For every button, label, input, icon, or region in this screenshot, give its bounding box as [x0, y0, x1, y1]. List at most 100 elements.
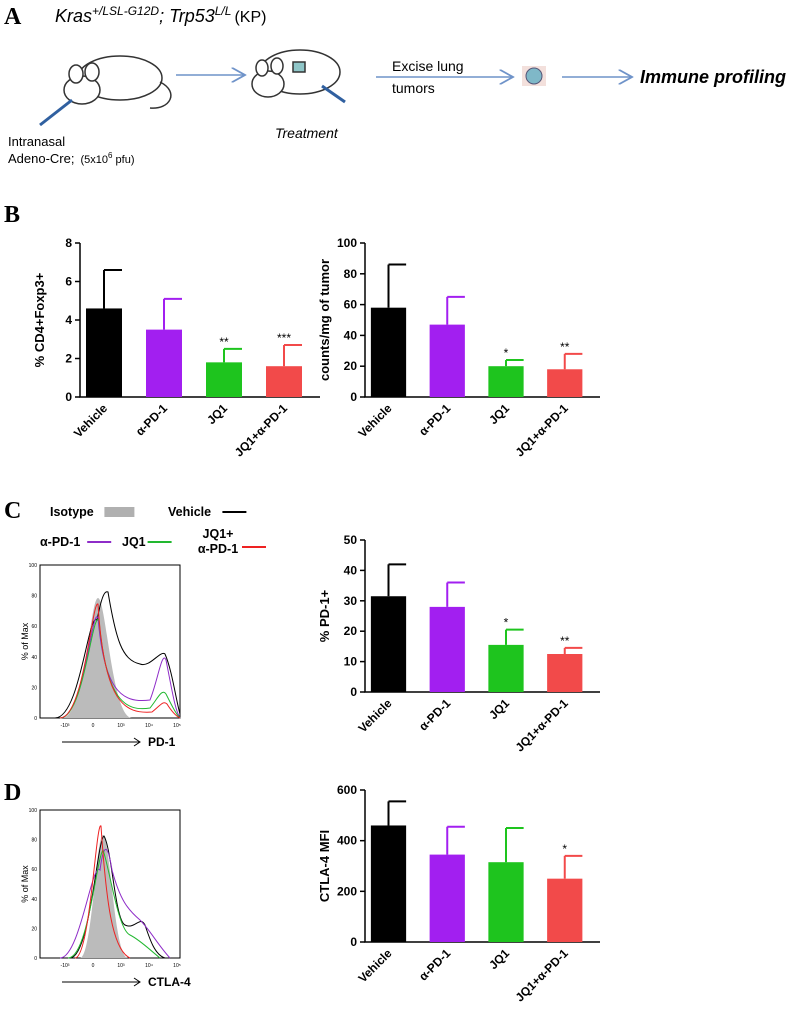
- significance-label: *: [504, 616, 509, 630]
- bar: [146, 329, 182, 397]
- y-tick-label: 600: [337, 783, 357, 797]
- y-tick-label: 20: [344, 359, 358, 373]
- significance-label: *: [562, 842, 567, 856]
- bar: [429, 854, 465, 942]
- legend-swatch: [104, 507, 135, 517]
- x-tick-label: α-PD-1: [416, 401, 454, 439]
- text: (5x10: [80, 154, 108, 166]
- significance-label: *: [504, 346, 509, 360]
- x-tick-label: -10³: [61, 963, 70, 969]
- y-axis-label: % of Max: [20, 865, 30, 903]
- gene: Kras: [55, 6, 92, 26]
- x-tick-label: JQ1: [486, 401, 512, 427]
- x-tick-label: 0: [92, 963, 95, 969]
- abbrev: (KP): [234, 9, 266, 26]
- mouse-icon: [251, 49, 346, 104]
- step-label: Intranasal: [8, 134, 65, 149]
- significance-label: **: [560, 340, 570, 354]
- x-tick-label: 0: [92, 723, 95, 729]
- text: Adeno-Cre;: [8, 151, 74, 166]
- panel-label: A: [4, 4, 22, 30]
- y-tick-label: 80: [31, 594, 37, 600]
- y-axis-label: % CD4+Foxp3+: [32, 272, 47, 367]
- y-tick-label: 20: [31, 926, 37, 932]
- allele: L/L: [215, 4, 232, 18]
- histogram-curve: [80, 835, 128, 958]
- histogram-curve: [59, 619, 181, 719]
- y-tick-label: 0: [65, 390, 72, 404]
- panel-label: D: [4, 780, 21, 806]
- bar: [370, 307, 407, 397]
- histogram-curve: [59, 848, 171, 959]
- genotype: Kras+/LSL-G12D; Trp53L/L (KP): [55, 4, 266, 26]
- y-tick-label: 0: [350, 685, 357, 699]
- bar: [266, 366, 302, 397]
- y-tick-label: 60: [31, 867, 37, 873]
- bar: [488, 862, 524, 942]
- y-tick-label: 100: [29, 808, 38, 814]
- panel-label: B: [4, 202, 20, 228]
- x-tick-label: 10⁴: [145, 723, 153, 729]
- x-tick-label: α-PD-1: [416, 696, 454, 734]
- x-tick-label: JQ1: [486, 696, 512, 722]
- text: 6: [108, 151, 113, 160]
- step-label: Excise lung: [392, 58, 464, 74]
- x-tick-label: 10⁵: [173, 963, 181, 969]
- panel-label: C: [4, 498, 21, 524]
- y-tick-label: 6: [65, 275, 72, 289]
- bar: [547, 369, 583, 397]
- y-tick-label: 50: [344, 533, 358, 547]
- y-tick-label: 100: [337, 236, 357, 250]
- x-tick-label: Vehicle: [355, 696, 394, 735]
- x-tick-label: JQ1: [486, 946, 512, 972]
- text: pfu): [112, 154, 134, 166]
- allele: +/LSL-G12D: [92, 4, 159, 18]
- gene: ; Trp53: [159, 6, 215, 26]
- legend-label: Isotype: [50, 505, 94, 519]
- bar: [488, 366, 524, 397]
- y-tick-label: 100: [29, 563, 38, 569]
- y-tick-label: 60: [31, 624, 37, 630]
- mouse-icon: [39, 55, 172, 127]
- legend-label: Vehicle: [168, 505, 211, 519]
- bar: [547, 654, 583, 692]
- bar: [370, 596, 407, 692]
- y-tick-label: 0: [34, 956, 37, 962]
- significance-label: **: [560, 634, 570, 648]
- bar: [547, 878, 583, 942]
- x-tick-label: α-PD-1: [416, 946, 454, 984]
- bar: [429, 606, 465, 692]
- significance-label: **: [219, 335, 229, 349]
- bar: [488, 644, 524, 692]
- y-tick-label: 40: [344, 563, 358, 577]
- y-axis-label: % PD-1+: [317, 589, 332, 642]
- bar: [86, 308, 122, 397]
- histogram-plot: [39, 564, 181, 719]
- y-tick-label: 0: [350, 390, 357, 404]
- y-axis-label: % of Max: [20, 622, 30, 660]
- step-label: tumors: [392, 80, 435, 96]
- arrow-head: [133, 737, 141, 747]
- y-tick-label: 0: [350, 935, 357, 949]
- y-tick-label: 10: [344, 655, 358, 669]
- x-tick-label: α-PD-1: [133, 401, 171, 439]
- legend-label: JQ1+: [203, 527, 234, 541]
- histogram-curve: [59, 616, 181, 719]
- bar: [370, 825, 407, 942]
- bar: [206, 362, 242, 397]
- x-tick-label: JQ1+α-PD-1: [513, 946, 571, 1004]
- x-tick-label: 10⁴: [145, 963, 153, 969]
- y-tick-label: 200: [337, 884, 357, 898]
- x-tick-label: JQ1+α-PD-1: [513, 696, 571, 754]
- y-tick-label: 0: [34, 716, 37, 722]
- tumor-icon: [522, 66, 546, 86]
- histogram-curve: [59, 603, 181, 719]
- histogram-curve: [74, 825, 131, 959]
- y-tick-label: 40: [31, 897, 37, 903]
- step-label: Adeno-Cre; (5x106 pfu): [8, 151, 134, 166]
- x-tick-label: Vehicle: [71, 401, 110, 440]
- step-label: Immune profiling: [640, 67, 786, 87]
- histogram-curve: [54, 591, 181, 719]
- y-tick-label: 30: [344, 594, 358, 608]
